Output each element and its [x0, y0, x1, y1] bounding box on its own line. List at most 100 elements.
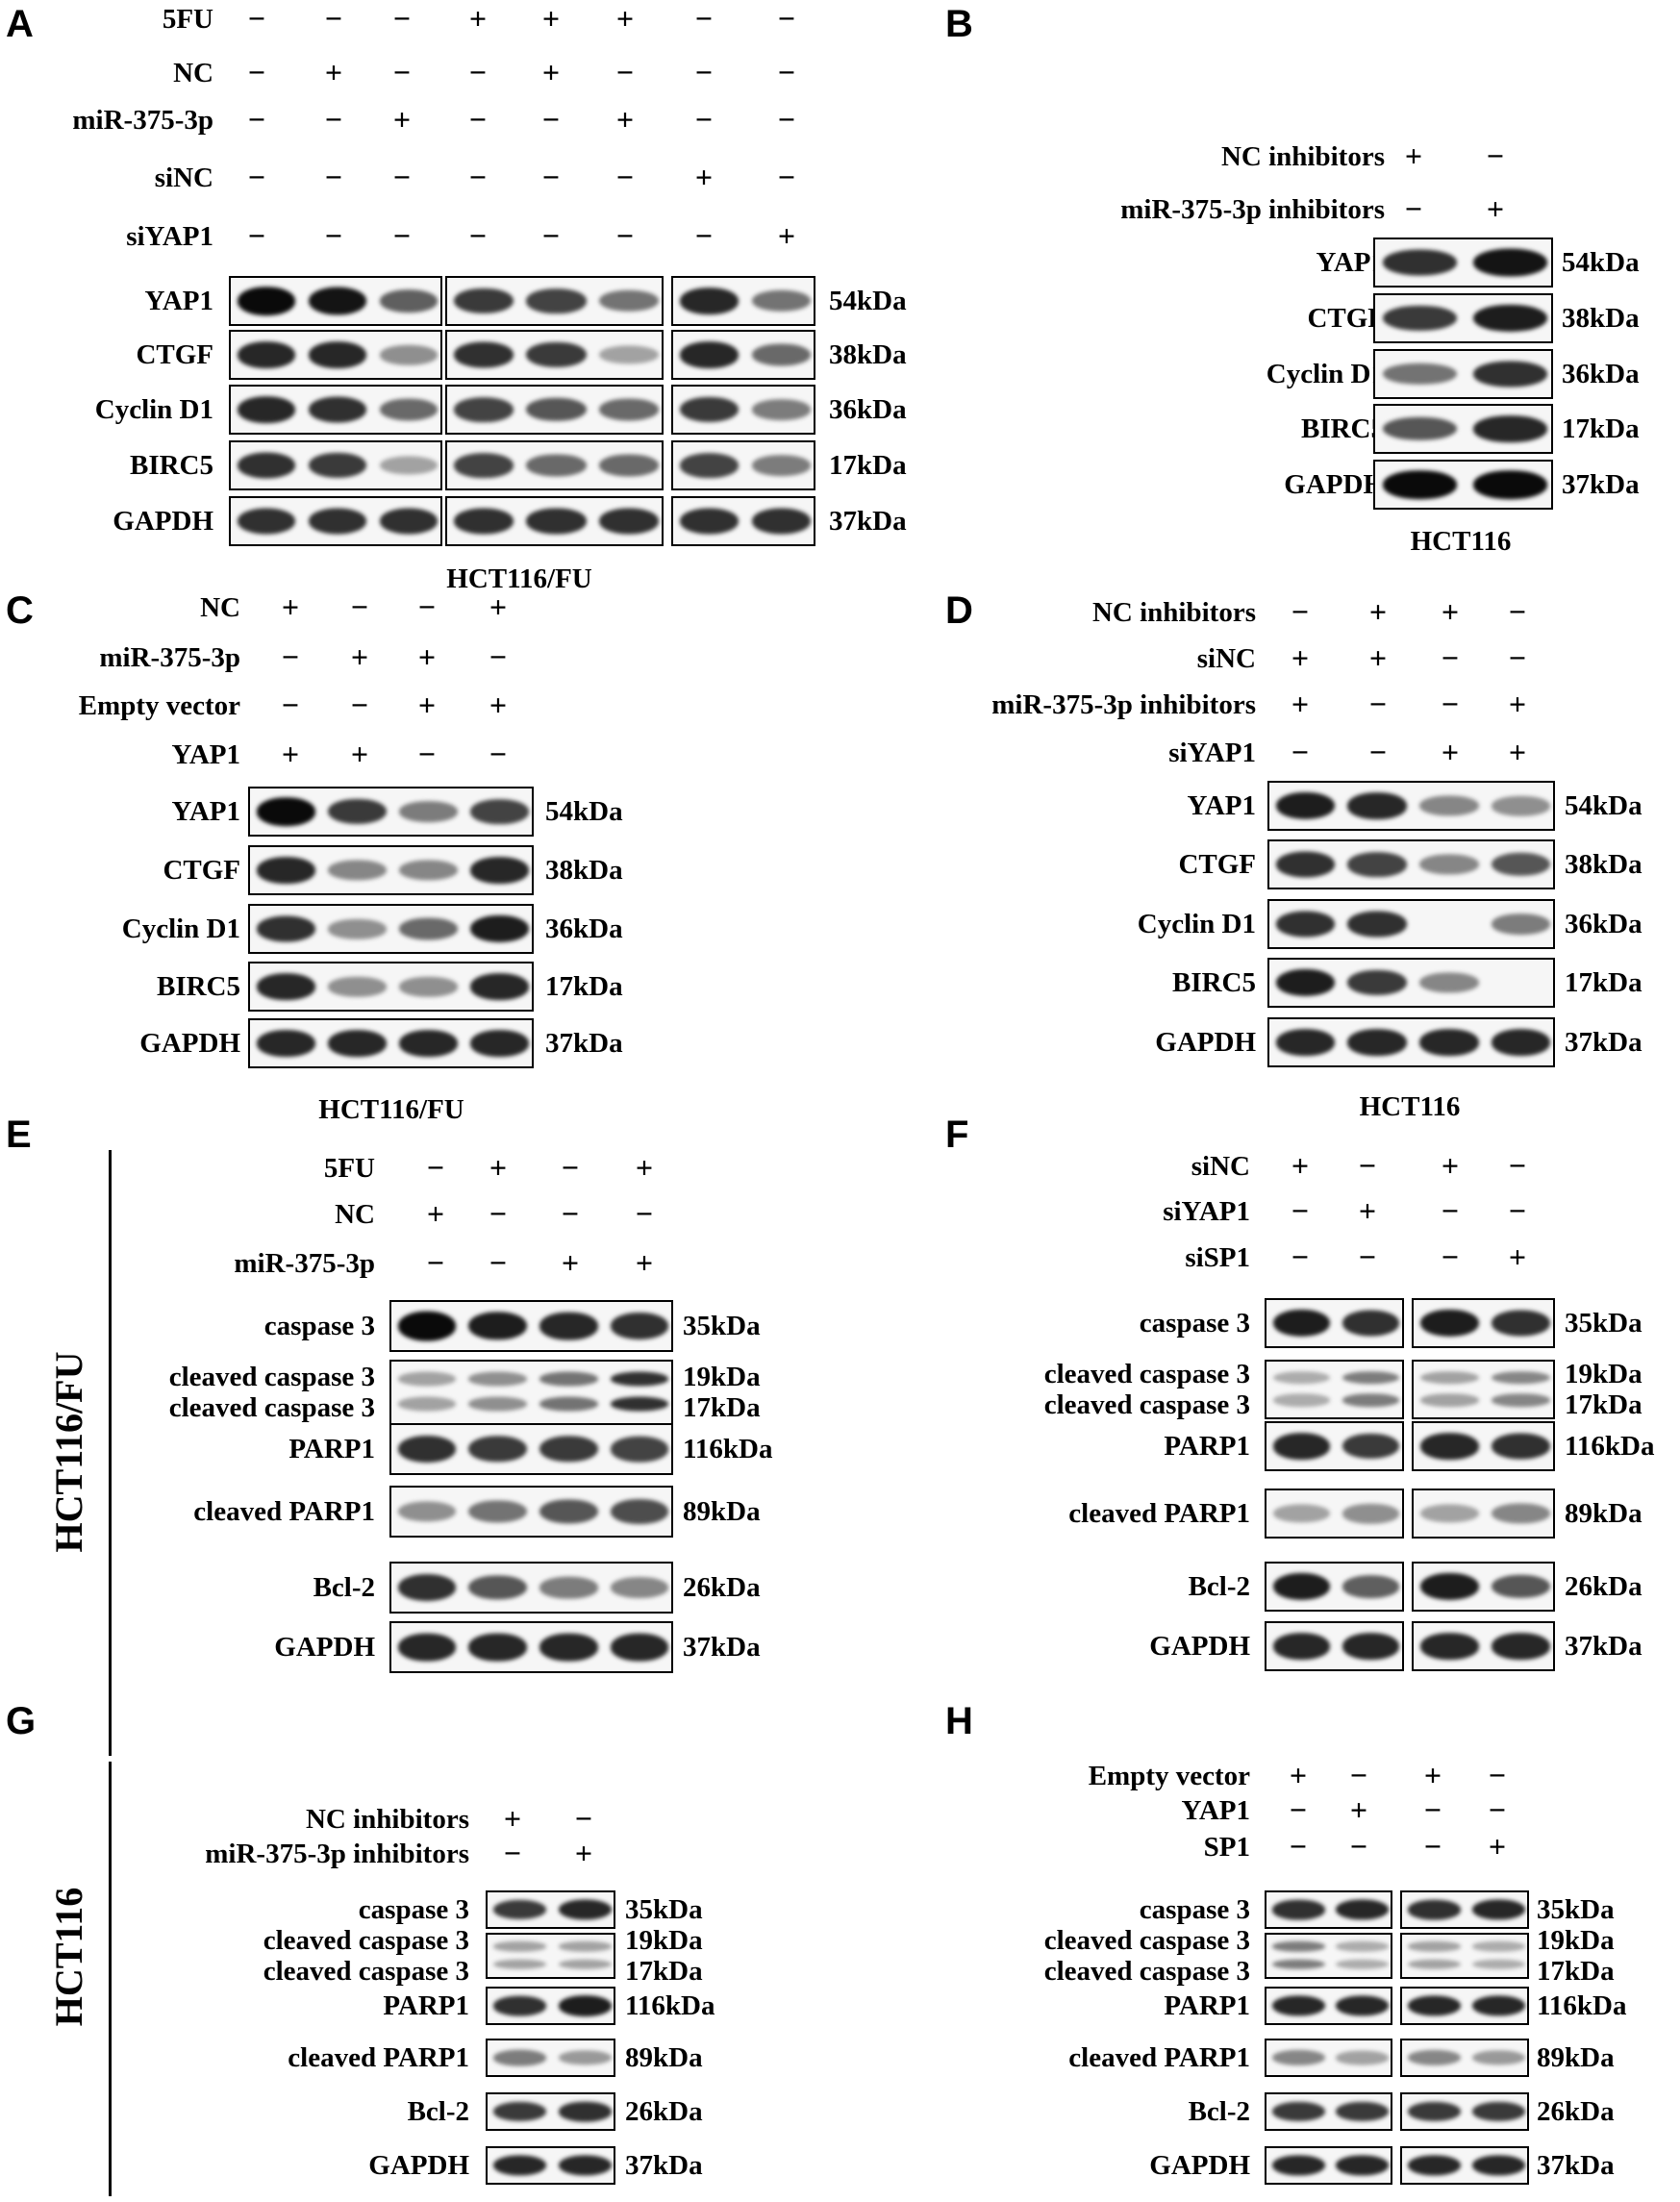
blot-strip: [1267, 899, 1555, 949]
protein-band: [1419, 1370, 1479, 1385]
protein-label: caspase 3: [1139, 1308, 1250, 1339]
protein-band: [610, 1371, 669, 1387]
condition-sign: +: [503, 1801, 522, 1836]
protein-band: [493, 2155, 547, 2176]
protein-band: [1492, 1433, 1551, 1460]
protein-band: [1271, 1995, 1325, 2016]
kda-label: 37kDa: [1537, 2150, 1615, 2181]
protein-band: [470, 799, 530, 824]
blot-strip: [1400, 2092, 1529, 2131]
condition-sign: −: [281, 688, 300, 722]
protein-band: [237, 341, 296, 368]
protein-label: cleaved caspase 3: [1043, 1925, 1250, 1956]
protein-band: [379, 398, 439, 421]
protein-band: [558, 2050, 612, 2065]
kda-label: 38kDa: [1565, 849, 1642, 880]
kda-label: 26kDa: [625, 2096, 703, 2127]
protein-band: [1342, 1433, 1400, 1460]
condition-sign: +: [615, 1, 635, 36]
kda-label: 89kDa: [1537, 2042, 1615, 2073]
condition-sign: −: [1441, 640, 1460, 675]
protein-band: [1272, 1309, 1330, 1338]
condition-sign: −: [350, 688, 369, 722]
blot-strip: [1373, 460, 1553, 510]
kda-label: 26kDa: [1537, 2096, 1615, 2127]
protein-band: [308, 287, 367, 315]
kda-label: 38kDa: [545, 855, 623, 886]
condition-sign: −: [541, 218, 561, 253]
kda-label: 26kDa: [1565, 1571, 1642, 1602]
protein-band: [1472, 1995, 1525, 2016]
protein-band: [470, 857, 530, 884]
protein-band: [1408, 2155, 1461, 2176]
protein-band: [493, 2049, 547, 2066]
protein-band: [1271, 1959, 1325, 1969]
protein-label: BIRC5: [129, 450, 213, 481]
condition-label: NC inhibitors: [1220, 141, 1385, 172]
condition-sign: +: [1404, 138, 1423, 173]
protein-band: [308, 341, 367, 368]
protein-band: [1492, 1370, 1551, 1385]
condition-sign: −: [468, 102, 488, 137]
blot-strip: [1265, 1298, 1404, 1348]
blot-strip: [1265, 1890, 1392, 1929]
kda-label: 38kDa: [829, 339, 907, 370]
protein-band: [453, 341, 514, 368]
protein-band: [1275, 911, 1335, 938]
blot-strip: [671, 496, 815, 546]
protein-band: [493, 2101, 547, 2122]
condition-sign: −: [561, 1150, 580, 1185]
blot-strip: [671, 385, 815, 435]
condition-sign: −: [1441, 1193, 1460, 1228]
protein-band: [256, 797, 315, 826]
protein-band: [1272, 1572, 1330, 1601]
protein-band: [599, 508, 660, 535]
kda-label: 19kDa: [1565, 1359, 1642, 1389]
condition-sign: +: [350, 737, 369, 771]
blot-strip: [1265, 1489, 1404, 1539]
kda-label: 37kDa: [829, 506, 907, 537]
condition-sign: −: [777, 1, 796, 36]
condition-sign: +: [541, 1, 561, 36]
protein-band: [237, 287, 296, 315]
blot-strip: [445, 330, 664, 380]
protein-band: [397, 1633, 457, 1662]
condition-sign: −: [392, 218, 412, 253]
kda-label: 35kDa: [1537, 1894, 1615, 1925]
condition-sign: −: [392, 1, 412, 36]
condition-sign: −: [247, 160, 266, 194]
protein-band: [539, 1371, 598, 1387]
protein-band: [539, 1312, 598, 1340]
protein-band: [1419, 1633, 1479, 1660]
blot-strip: [486, 1933, 615, 1979]
condition-label: YAP1: [171, 739, 240, 770]
blot-strip: [486, 1987, 615, 2025]
protein-band: [610, 1396, 669, 1412]
blot-strip: [1265, 1621, 1404, 1671]
protein-band: [1419, 1393, 1479, 1407]
protein-band: [256, 857, 315, 884]
side-bracket-line: [109, 1762, 112, 2196]
kda-label: 36kDa: [545, 913, 623, 944]
protein-band: [397, 1396, 457, 1412]
blot-strip: [1400, 2146, 1529, 2185]
blot-strip: [1412, 1562, 1555, 1612]
protein-band: [470, 914, 530, 943]
protein-label: Cyclin D1: [94, 394, 213, 425]
protein-label: cleaved caspase 3: [168, 1392, 375, 1423]
condition-sign: −: [541, 160, 561, 194]
protein-band: [327, 918, 387, 939]
protein-band: [379, 456, 439, 475]
condition-sign: +: [635, 1245, 654, 1280]
kda-label: 17kDa: [1565, 1389, 1642, 1420]
blot-strip: [1265, 2092, 1392, 2131]
condition-sign: +: [635, 1150, 654, 1185]
protein-band: [493, 1995, 547, 2016]
protein-label: cleaved caspase 3: [168, 1362, 375, 1392]
blot-strip: [1412, 1421, 1555, 1471]
condition-sign: −: [1486, 138, 1505, 173]
blot-strip: [389, 1300, 673, 1352]
protein-band: [1336, 1995, 1389, 2016]
cell-line-caption: HCT116: [1359, 1091, 1461, 1122]
side-bracket-line: [109, 1150, 112, 1756]
